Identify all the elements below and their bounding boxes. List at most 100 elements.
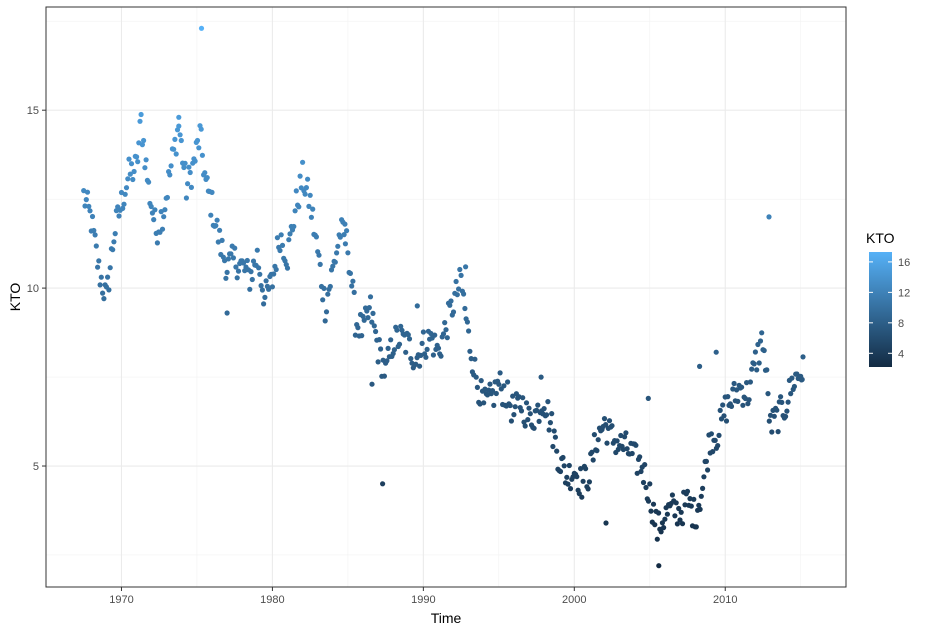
data-point bbox=[154, 240, 160, 246]
data-point bbox=[335, 243, 341, 249]
data-point bbox=[700, 485, 706, 491]
data-point bbox=[771, 413, 777, 419]
data-point bbox=[82, 203, 88, 209]
data-point bbox=[757, 338, 764, 344]
data-point bbox=[688, 503, 694, 509]
data-point bbox=[511, 412, 517, 418]
data-point bbox=[456, 286, 462, 292]
data-point bbox=[185, 181, 191, 187]
data-point bbox=[566, 462, 572, 469]
data-point bbox=[705, 467, 711, 473]
y-tick-label: 5 bbox=[33, 461, 39, 473]
data-point bbox=[263, 278, 269, 284]
data-point bbox=[535, 402, 541, 408]
data-point bbox=[355, 325, 361, 331]
legend-tick-label: 4 bbox=[898, 348, 904, 360]
data-point bbox=[603, 520, 609, 526]
data-point bbox=[148, 203, 154, 210]
data-point bbox=[360, 313, 366, 319]
data-point bbox=[369, 319, 375, 325]
data-point bbox=[143, 157, 149, 163]
data-point bbox=[547, 420, 554, 426]
x-tick-label: 1970 bbox=[109, 594, 133, 606]
legend-tick-label: 12 bbox=[898, 287, 910, 299]
data-point bbox=[107, 265, 113, 271]
data-point bbox=[523, 400, 530, 406]
data-point bbox=[269, 284, 275, 290]
data-point bbox=[604, 440, 610, 446]
data-point bbox=[342, 241, 348, 247]
data-point bbox=[624, 446, 630, 452]
data-point bbox=[296, 204, 302, 210]
data-point bbox=[538, 374, 544, 380]
data-point bbox=[473, 374, 479, 380]
data-point bbox=[791, 383, 798, 390]
data-point bbox=[391, 347, 397, 353]
data-point bbox=[385, 345, 391, 351]
data-point bbox=[453, 278, 459, 285]
data-point bbox=[228, 251, 234, 257]
data-point bbox=[458, 272, 464, 278]
data-point bbox=[682, 502, 688, 508]
data-point bbox=[580, 478, 586, 484]
plot-border bbox=[45, 6, 847, 588]
data-point bbox=[192, 158, 198, 164]
data-point bbox=[785, 399, 791, 405]
data-point bbox=[369, 381, 375, 387]
data-point bbox=[257, 271, 263, 277]
data-point bbox=[609, 423, 615, 429]
data-point bbox=[367, 294, 374, 300]
data-point bbox=[176, 114, 182, 120]
data-point bbox=[560, 454, 566, 461]
data-point bbox=[279, 242, 286, 248]
legend-tick-label: 16 bbox=[898, 257, 910, 269]
data-point bbox=[450, 309, 457, 315]
data-point bbox=[497, 370, 503, 376]
data-point bbox=[223, 275, 229, 281]
data-point bbox=[278, 232, 284, 238]
data-point bbox=[320, 297, 326, 303]
data-point bbox=[414, 303, 420, 309]
data-point bbox=[654, 536, 660, 542]
data-point bbox=[595, 437, 601, 443]
data-point bbox=[520, 395, 526, 401]
data-point bbox=[561, 463, 567, 469]
data-point bbox=[419, 340, 425, 346]
data-point bbox=[662, 516, 668, 522]
data-point bbox=[349, 283, 355, 289]
data-point bbox=[674, 521, 681, 527]
data-point bbox=[652, 522, 658, 528]
data-point bbox=[518, 408, 525, 414]
data-point bbox=[380, 481, 386, 487]
data-point bbox=[371, 323, 377, 329]
data-point bbox=[232, 245, 238, 251]
data-point bbox=[756, 360, 762, 366]
data-point bbox=[235, 268, 242, 274]
data-point bbox=[788, 391, 794, 397]
data-point bbox=[645, 395, 651, 401]
data-point bbox=[388, 337, 394, 343]
data-point bbox=[751, 361, 757, 367]
data-point bbox=[493, 390, 499, 397]
data-point bbox=[766, 418, 772, 424]
data-point bbox=[783, 413, 789, 420]
data-point bbox=[691, 496, 697, 502]
data-point bbox=[262, 294, 268, 300]
data-point bbox=[313, 234, 319, 240]
data-point bbox=[784, 408, 790, 414]
data-point bbox=[594, 448, 600, 454]
data-point bbox=[254, 247, 260, 253]
data-point bbox=[83, 197, 89, 203]
data-point bbox=[249, 276, 255, 283]
data-points bbox=[81, 25, 806, 569]
data-point bbox=[256, 265, 262, 271]
data-point bbox=[710, 449, 716, 455]
data-point bbox=[698, 493, 704, 499]
data-point bbox=[127, 171, 133, 177]
data-point bbox=[462, 305, 468, 312]
data-point bbox=[219, 237, 225, 243]
data-point bbox=[292, 208, 298, 214]
data-point bbox=[408, 356, 414, 362]
data-point bbox=[247, 286, 253, 292]
data-point bbox=[183, 195, 189, 201]
